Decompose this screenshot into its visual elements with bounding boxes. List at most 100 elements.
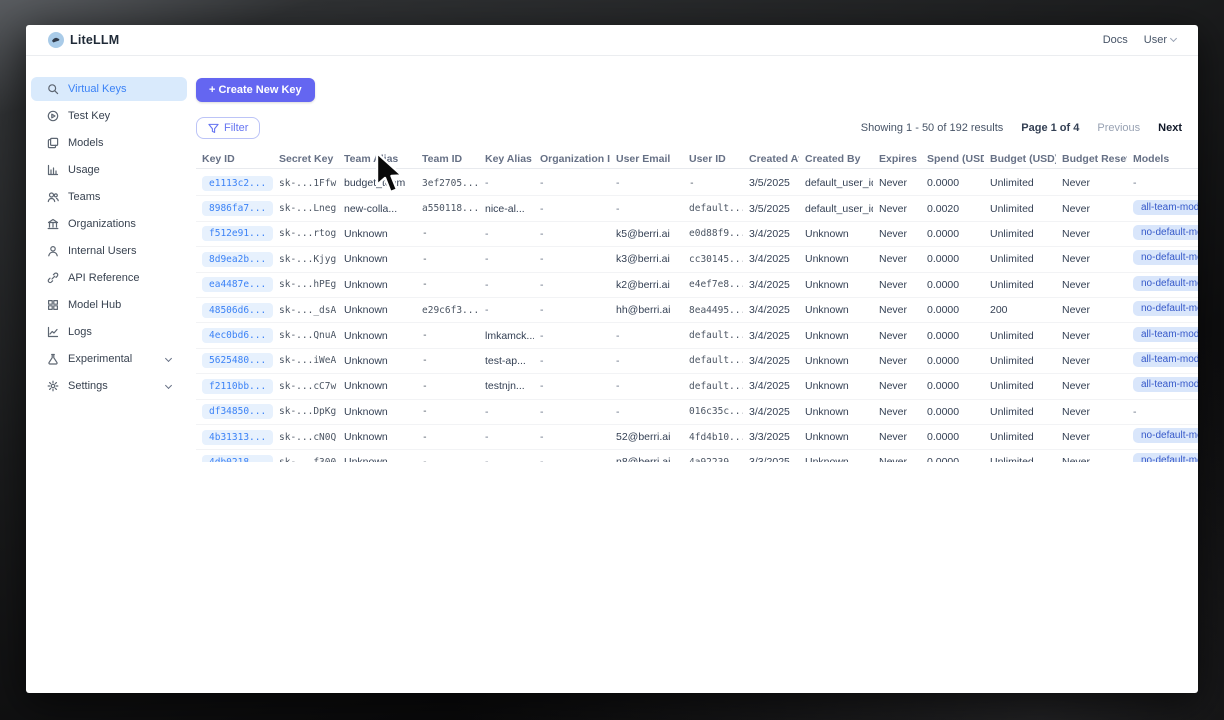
pagination-next-button[interactable]: Next — [1158, 122, 1182, 134]
cell-org_id: - — [540, 253, 544, 266]
key-id-link[interactable]: 8986fa7... — [202, 201, 273, 217]
sidebar-item-api-reference[interactable]: API Reference — [31, 266, 187, 290]
cell-org_id: - — [540, 431, 544, 444]
key-id-link[interactable]: 48506d6... — [202, 302, 273, 318]
cell-team_id: a550118... — [422, 203, 479, 215]
pagination-previous-button[interactable]: Previous — [1097, 122, 1141, 134]
cell-budget_reset: Never — [1062, 329, 1091, 342]
table-row[interactable]: df34850... sk-...DpKg Unknown - - - - 016c35c..… — [196, 400, 1198, 425]
sidebar-item-logs[interactable]: Logs — [31, 320, 187, 344]
cell-budget: Unlimited — [990, 329, 1034, 342]
sidebar-item-settings[interactable]: Settings — [31, 374, 187, 398]
sidebar-item-models[interactable]: Models — [31, 131, 187, 155]
cell-org_id: - — [540, 380, 544, 393]
table-row[interactable]: 8986fa7... sk-...Lneg new-colla... a550118.… — [196, 196, 1198, 222]
cell-models: no-default-models — [1127, 301, 1198, 319]
cell-user_email: k3@berri.ai — [616, 253, 670, 266]
cell-org_id: - — [540, 227, 544, 240]
cell-spend: 0.0000 — [927, 405, 960, 418]
key-id-link[interactable]: 8d9ea2b... — [202, 251, 273, 267]
models-badge: no-default-models — [1133, 275, 1198, 291]
cell-team_alias: Unknown — [344, 278, 388, 291]
user-menu[interactable]: User — [1144, 34, 1178, 46]
docs-link[interactable]: Docs — [1102, 34, 1128, 46]
create-new-key-button[interactable]: + Create New Key — [196, 78, 315, 102]
cell-user_id: e4ef7e8... — [689, 279, 743, 291]
table-row[interactable]: 48506d6... sk-..._dsA Unknown e29c6f3... - - h… — [196, 298, 1198, 324]
key-id-link[interactable]: e1113c2... — [202, 175, 273, 191]
cell-key_id: 8986fa7... — [196, 201, 273, 217]
key-id-link[interactable]: ea4487e... — [202, 277, 273, 293]
cell-team_id: - — [422, 380, 428, 392]
sidebar-item-organizations[interactable]: Organizations — [31, 212, 187, 236]
cell-created_by: Unknown — [805, 431, 849, 444]
table-row[interactable]: f512e91... sk-...rtog Unknown - - - k5@berri.a… — [196, 222, 1198, 248]
sidebar-item-internal-users[interactable]: Internal Users — [31, 239, 187, 263]
cell-budget: Unlimited — [990, 380, 1034, 393]
cell-user_email: - — [616, 329, 620, 342]
cell-user_id: default... — [689, 380, 743, 392]
cell-created_at: 3/4/2025 — [749, 329, 790, 342]
table-row[interactable]: ea4487e... sk-...hPEg Unknown - - - k2@berri.a… — [196, 273, 1198, 298]
cell-models: - — [1133, 405, 1137, 418]
column-header-key_alias: Key Alias — [485, 152, 532, 165]
key-id-link[interactable]: 5625480... — [202, 353, 273, 369]
pagination-results-summary: Showing 1 - 50 of 192 results — [860, 122, 1004, 134]
sidebar-item-teams[interactable]: Teams — [31, 185, 187, 209]
table-row[interactable]: f2110bb... sk-...cC7w Unknown - testnjn... - -… — [196, 374, 1198, 400]
key-id-link[interactable]: f2110bb... — [202, 378, 273, 394]
column-header-org_id: Organization ID — [540, 152, 610, 165]
cell-user_email: k2@berri.ai — [616, 278, 670, 291]
cell-team_alias: Unknown — [344, 253, 388, 266]
cell-user_id: default... — [689, 330, 743, 342]
cell-models: no-default-models — [1127, 224, 1198, 243]
cell-secret_key: sk-...cN0Q — [279, 431, 337, 443]
user-icon — [48, 245, 58, 257]
table-row[interactable]: 4b31313... sk-...cN0Q Unknown - - - 52@berri.a… — [196, 425, 1198, 451]
filter-button[interactable]: Filter — [196, 117, 261, 139]
cell-team_id: - — [422, 330, 428, 342]
key-id-link[interactable]: 4b31313... — [202, 429, 273, 445]
sidebar-item-virtual-keys[interactable]: Virtual Keys — [31, 77, 187, 101]
cell-models: all-team-models — [1127, 351, 1198, 370]
key-id-link[interactable]: 4ec0bd6... — [202, 328, 273, 344]
table-row[interactable]: 4ec0bd6... sk-...QnuA Unknown - lmkamck... - -… — [196, 323, 1198, 349]
cell-created_at: 3/4/2025 — [749, 253, 790, 266]
cell-spend: 0.0020 — [927, 202, 960, 215]
table-row[interactable]: 8d9ea2b... sk-...Kjyg Unknown - - - k3@berri.a… — [196, 247, 1198, 273]
table-row[interactable]: 4db0218...sk-...f300Unknown---n8@berri.a… — [196, 450, 1198, 462]
sidebar-item-test-key[interactable]: Test Key — [31, 104, 187, 128]
cell-user_email: - — [616, 380, 620, 393]
app-window: LiteLLM Docs User Virtual Keys Test Key Mo… — [26, 25, 1198, 693]
main-content: + Create New Key Filter Showing 1 - 50 o… — [192, 56, 1198, 693]
table-row[interactable]: 5625480... sk-...iWeA Unknown - test-ap... - -… — [196, 349, 1198, 375]
cell-team_id: 3ef2705... — [422, 177, 479, 189]
key-id-link[interactable]: f512e91... — [202, 226, 273, 242]
cell-expires: Never — [879, 278, 908, 291]
cell-user_email: 52@berri.ai — [616, 431, 671, 444]
cell-created_at: 3/4/2025 — [749, 304, 790, 317]
sidebar-item-experimental[interactable]: Experimental — [31, 347, 187, 371]
cell-budget: Unlimited — [990, 278, 1034, 291]
sidebar-item-usage[interactable]: Usage — [31, 158, 187, 182]
table-row[interactable]: e1113c2... sk-...1Ffw budget_team 3ef2705..… — [196, 171, 1198, 197]
cell-created_at: 3/4/2025 — [749, 278, 790, 291]
cell-budget_reset: Never — [1062, 278, 1091, 291]
cell-org_id: - — [540, 202, 544, 215]
sidebar-item-label: Organizations — [68, 218, 136, 230]
play-circle-icon — [47, 110, 59, 122]
key-id-link[interactable]: 4db0218... — [202, 454, 273, 462]
sidebar-item-label: Virtual Keys — [68, 83, 127, 95]
cell-secret_key: sk-...f300 — [273, 457, 338, 462]
key-id-link[interactable]: df34850... — [202, 404, 273, 420]
cell-user_email: hh@berri.ai — [616, 304, 671, 317]
sidebar: Virtual Keys Test Key Models Usage Teams Orga… — [26, 56, 192, 693]
cell-budget_reset: Never — [1062, 253, 1091, 266]
cell-org_id: - — [540, 177, 544, 190]
sidebar-item-model-hub[interactable]: Model Hub — [31, 293, 187, 317]
cell-created_by: Unknown — [805, 354, 849, 367]
column-header-user_email: User Email — [616, 152, 671, 165]
cell-user_email: n8@berri.ai — [610, 456, 683, 462]
cell-secret_key: sk-...1Ffw — [279, 177, 337, 189]
cell-secret_key: sk-..._dsA — [279, 304, 337, 316]
